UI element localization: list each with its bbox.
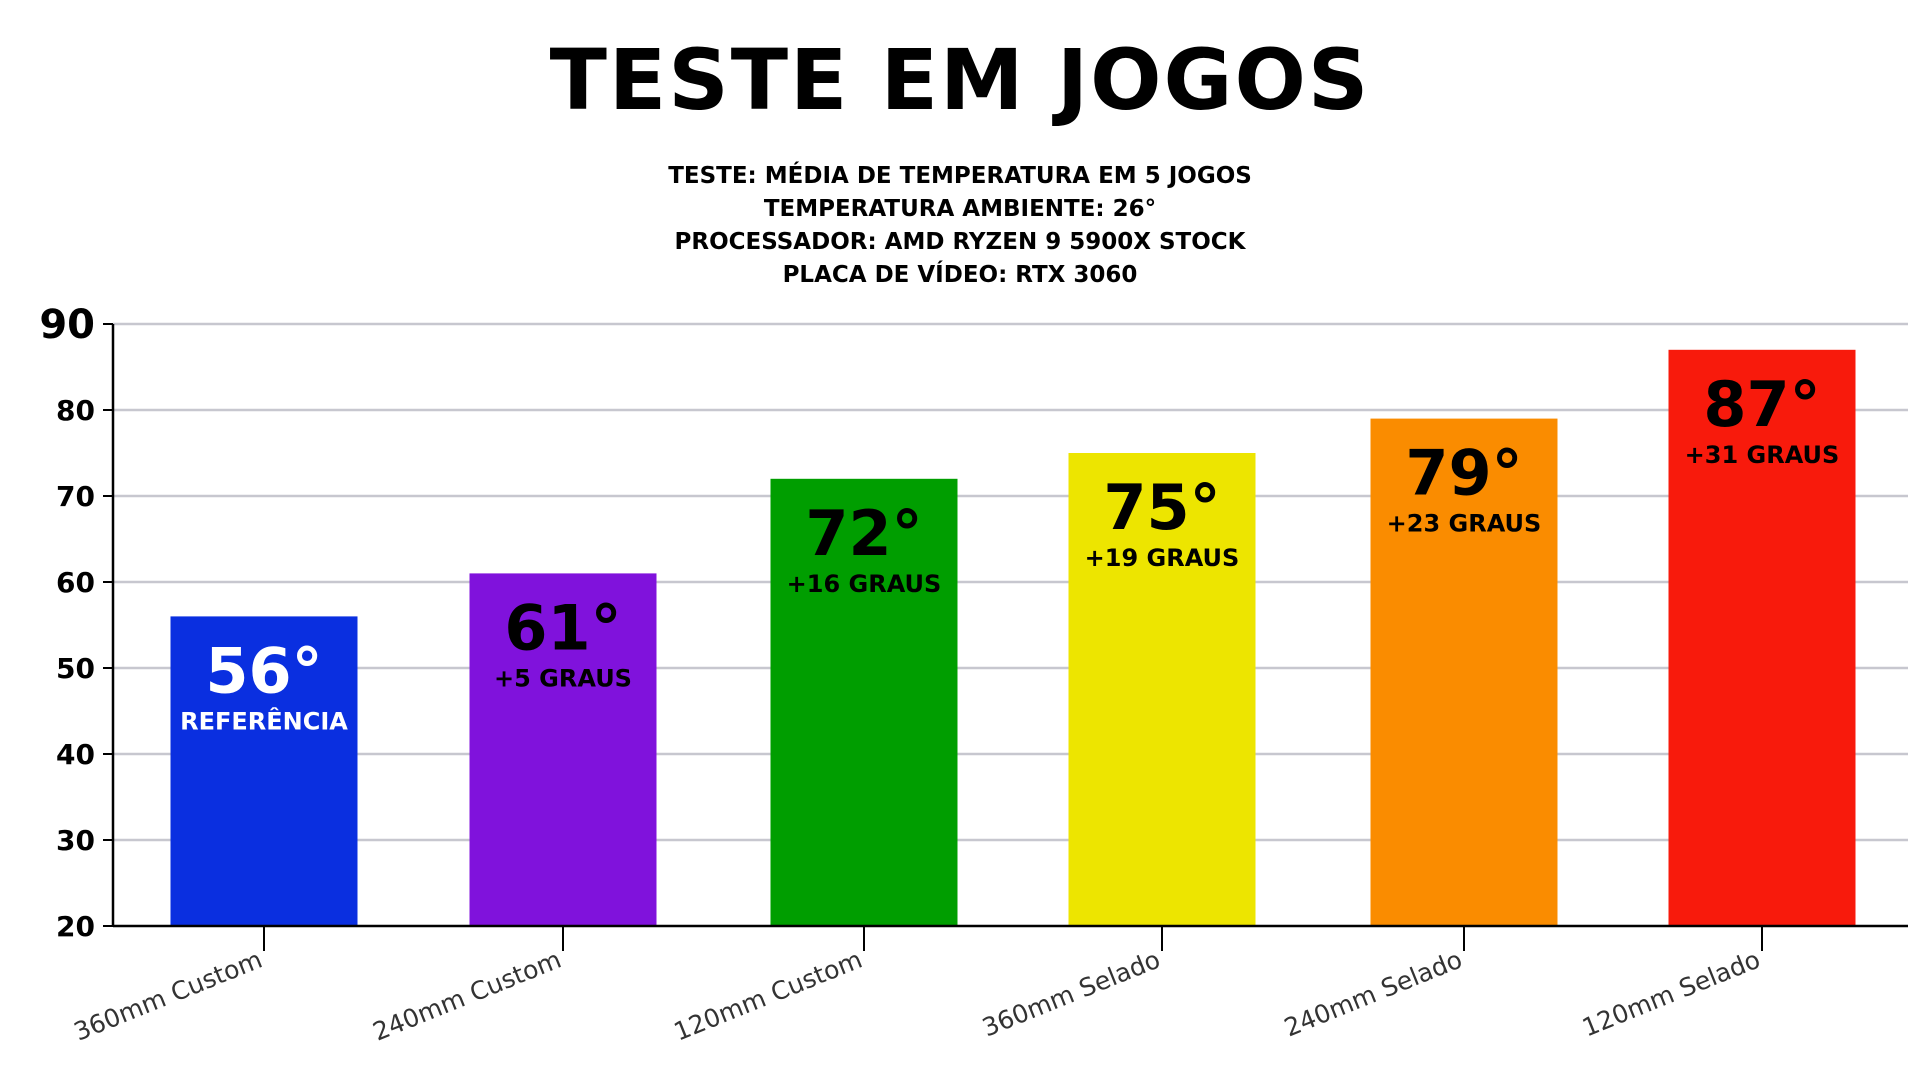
bar-diff-label: +16 GRAUS (787, 570, 942, 598)
subtitle-line-gpu: PLACA DE VÍDEO: RTX 3060 (782, 262, 1138, 288)
subtitle-line-cpu: PROCESSADOR: AMD RYZEN 9 5900X STOCK (674, 229, 1246, 255)
bar (1668, 349, 1856, 926)
subtitle-line-test: TESTE: MÉDIA DE TEMPERATURA EM 5 JOGOS (668, 163, 1252, 189)
bar-diff-label: REFERÊNCIA (180, 706, 348, 735)
x-tick-label: 120mm Selado (1578, 945, 1764, 1043)
bar-diff-label: +31 GRAUS (1685, 441, 1840, 469)
y-tick-label: 20 (56, 910, 95, 943)
bar-value-label: 56° (205, 634, 322, 707)
y-tick-label: 50 (56, 652, 95, 685)
y-tick-label: 60 (56, 566, 95, 599)
y-tick-label: 40 (56, 738, 95, 771)
bar-value-label: 61° (504, 591, 621, 664)
bar (1068, 453, 1256, 926)
bar-diff-label: +23 GRAUS (1387, 510, 1542, 538)
chart-title: TESTE EM JOGOS (549, 31, 1371, 129)
y-tick-label: 30 (56, 824, 95, 857)
y-tick-label: 70 (56, 480, 95, 513)
bar-value-label: 79° (1405, 437, 1522, 510)
bar (170, 616, 358, 926)
x-tick-label: 240mm Custom (369, 945, 565, 1047)
chart-subtitle: TESTE: MÉDIA DE TEMPERATURA EM 5 JOGOS T… (0, 160, 1920, 292)
bar-value-label: 72° (805, 497, 922, 570)
bar-diff-label: +5 GRAUS (494, 664, 632, 692)
bar-value-label: 75° (1103, 471, 1220, 544)
subtitle-line-ambient: TEMPERATURA AMBIENTE: 26° (763, 196, 1157, 222)
bar (469, 573, 657, 926)
x-tick-label: 360mm Selado (978, 945, 1164, 1043)
bar (770, 478, 958, 926)
bar-diff-label: +19 GRAUS (1085, 544, 1240, 572)
y-tick-label: 80 (56, 394, 95, 427)
x-tick-label: 240mm Selado (1280, 945, 1466, 1043)
bar-value-label: 87° (1703, 368, 1820, 441)
x-tick-label: 120mm Custom (670, 945, 866, 1047)
bar (1370, 418, 1558, 926)
y-tick-label: 90 (39, 302, 95, 348)
x-tick-label: 360mm Custom (70, 945, 266, 1047)
